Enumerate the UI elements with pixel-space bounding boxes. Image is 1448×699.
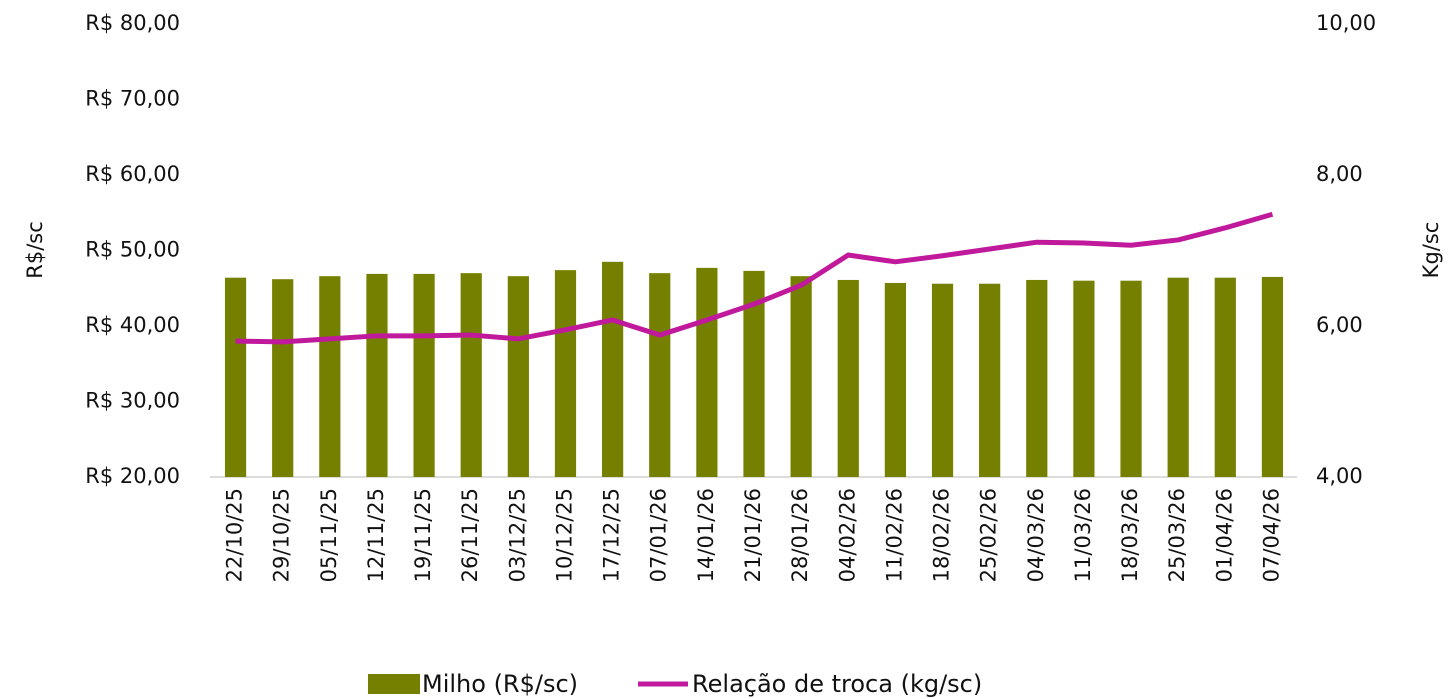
x-tick-label: 05/11/25 [317, 488, 341, 582]
bar [272, 279, 294, 477]
line [235, 211, 1274, 345]
bar [319, 276, 341, 477]
x-tick-label: 03/12/25 [505, 488, 529, 582]
bar [1261, 276, 1284, 477]
bar [1214, 277, 1236, 477]
bar [460, 273, 482, 477]
legend-label: Relação de troca (kg/sc) [692, 670, 982, 698]
bar [413, 273, 435, 477]
bar [1167, 277, 1189, 477]
x-tick-label: 04/02/26 [835, 488, 859, 582]
y2-tick-label: 6,00 [1316, 313, 1363, 337]
bar [743, 270, 765, 477]
y-tick-label: R$ 50,00 [85, 238, 180, 262]
x-tick-label: 29/10/25 [270, 488, 294, 582]
bar [554, 270, 577, 477]
bar [366, 273, 388, 477]
bar [696, 267, 718, 477]
y-axis-title: R$/sc [23, 221, 47, 279]
bar [224, 277, 247, 477]
y-tick-label: R$ 40,00 [85, 313, 180, 337]
x-tick-label: 12/11/25 [364, 488, 388, 582]
x-tick-label: 04/03/26 [1024, 488, 1048, 582]
x-tick-label: 28/01/26 [788, 488, 812, 582]
bar [1120, 280, 1142, 477]
x-tick-label: 01/04/26 [1212, 488, 1236, 582]
x-tick-label: 17/12/25 [600, 488, 624, 582]
x-tick-label: 25/03/26 [1165, 488, 1189, 582]
y-tick-label: R$ 70,00 [85, 87, 180, 111]
y-tick-label: R$ 30,00 [85, 389, 180, 413]
y-tick-label: R$ 80,00 [85, 11, 180, 35]
bar [884, 282, 906, 477]
y2-tick-label: 4,00 [1316, 464, 1363, 488]
y-tick-label: R$ 60,00 [85, 162, 180, 186]
x-tick-label: 07/04/26 [1259, 488, 1283, 582]
y2-axis-title: Kg/sc [1419, 222, 1443, 279]
x-tick-label: 19/11/25 [411, 488, 435, 582]
bar [507, 276, 529, 477]
x-tick-label: 14/01/26 [694, 488, 718, 582]
x-tick-label: 18/02/26 [930, 488, 954, 582]
bar [1026, 279, 1048, 477]
x-tick-label: 26/11/25 [458, 488, 482, 582]
x-tick-label: 10/12/25 [552, 488, 576, 582]
x-tick-label: 22/10/25 [223, 488, 247, 582]
bar [931, 283, 954, 477]
x-tick-label: 21/01/26 [741, 488, 765, 582]
bar [602, 261, 624, 477]
x-tick-label: 18/03/26 [1118, 488, 1142, 582]
x-tick-label: 07/01/26 [647, 488, 671, 582]
legend-label: Milho (R$/sc) [422, 670, 578, 698]
x-tick-label: 11/03/26 [1071, 488, 1095, 582]
legend-swatch [368, 674, 420, 694]
bar [837, 279, 859, 477]
bar [790, 276, 812, 477]
bar [649, 273, 671, 477]
y2-tick-label: 8,00 [1316, 162, 1363, 186]
y-tick-label: R$ 20,00 [85, 464, 180, 488]
bar [979, 283, 1001, 477]
bar [1073, 280, 1095, 477]
x-tick-label: 25/02/26 [977, 488, 1001, 582]
x-tick-label: 11/02/26 [882, 488, 906, 582]
y2-tick-label: 10,00 [1316, 11, 1376, 35]
